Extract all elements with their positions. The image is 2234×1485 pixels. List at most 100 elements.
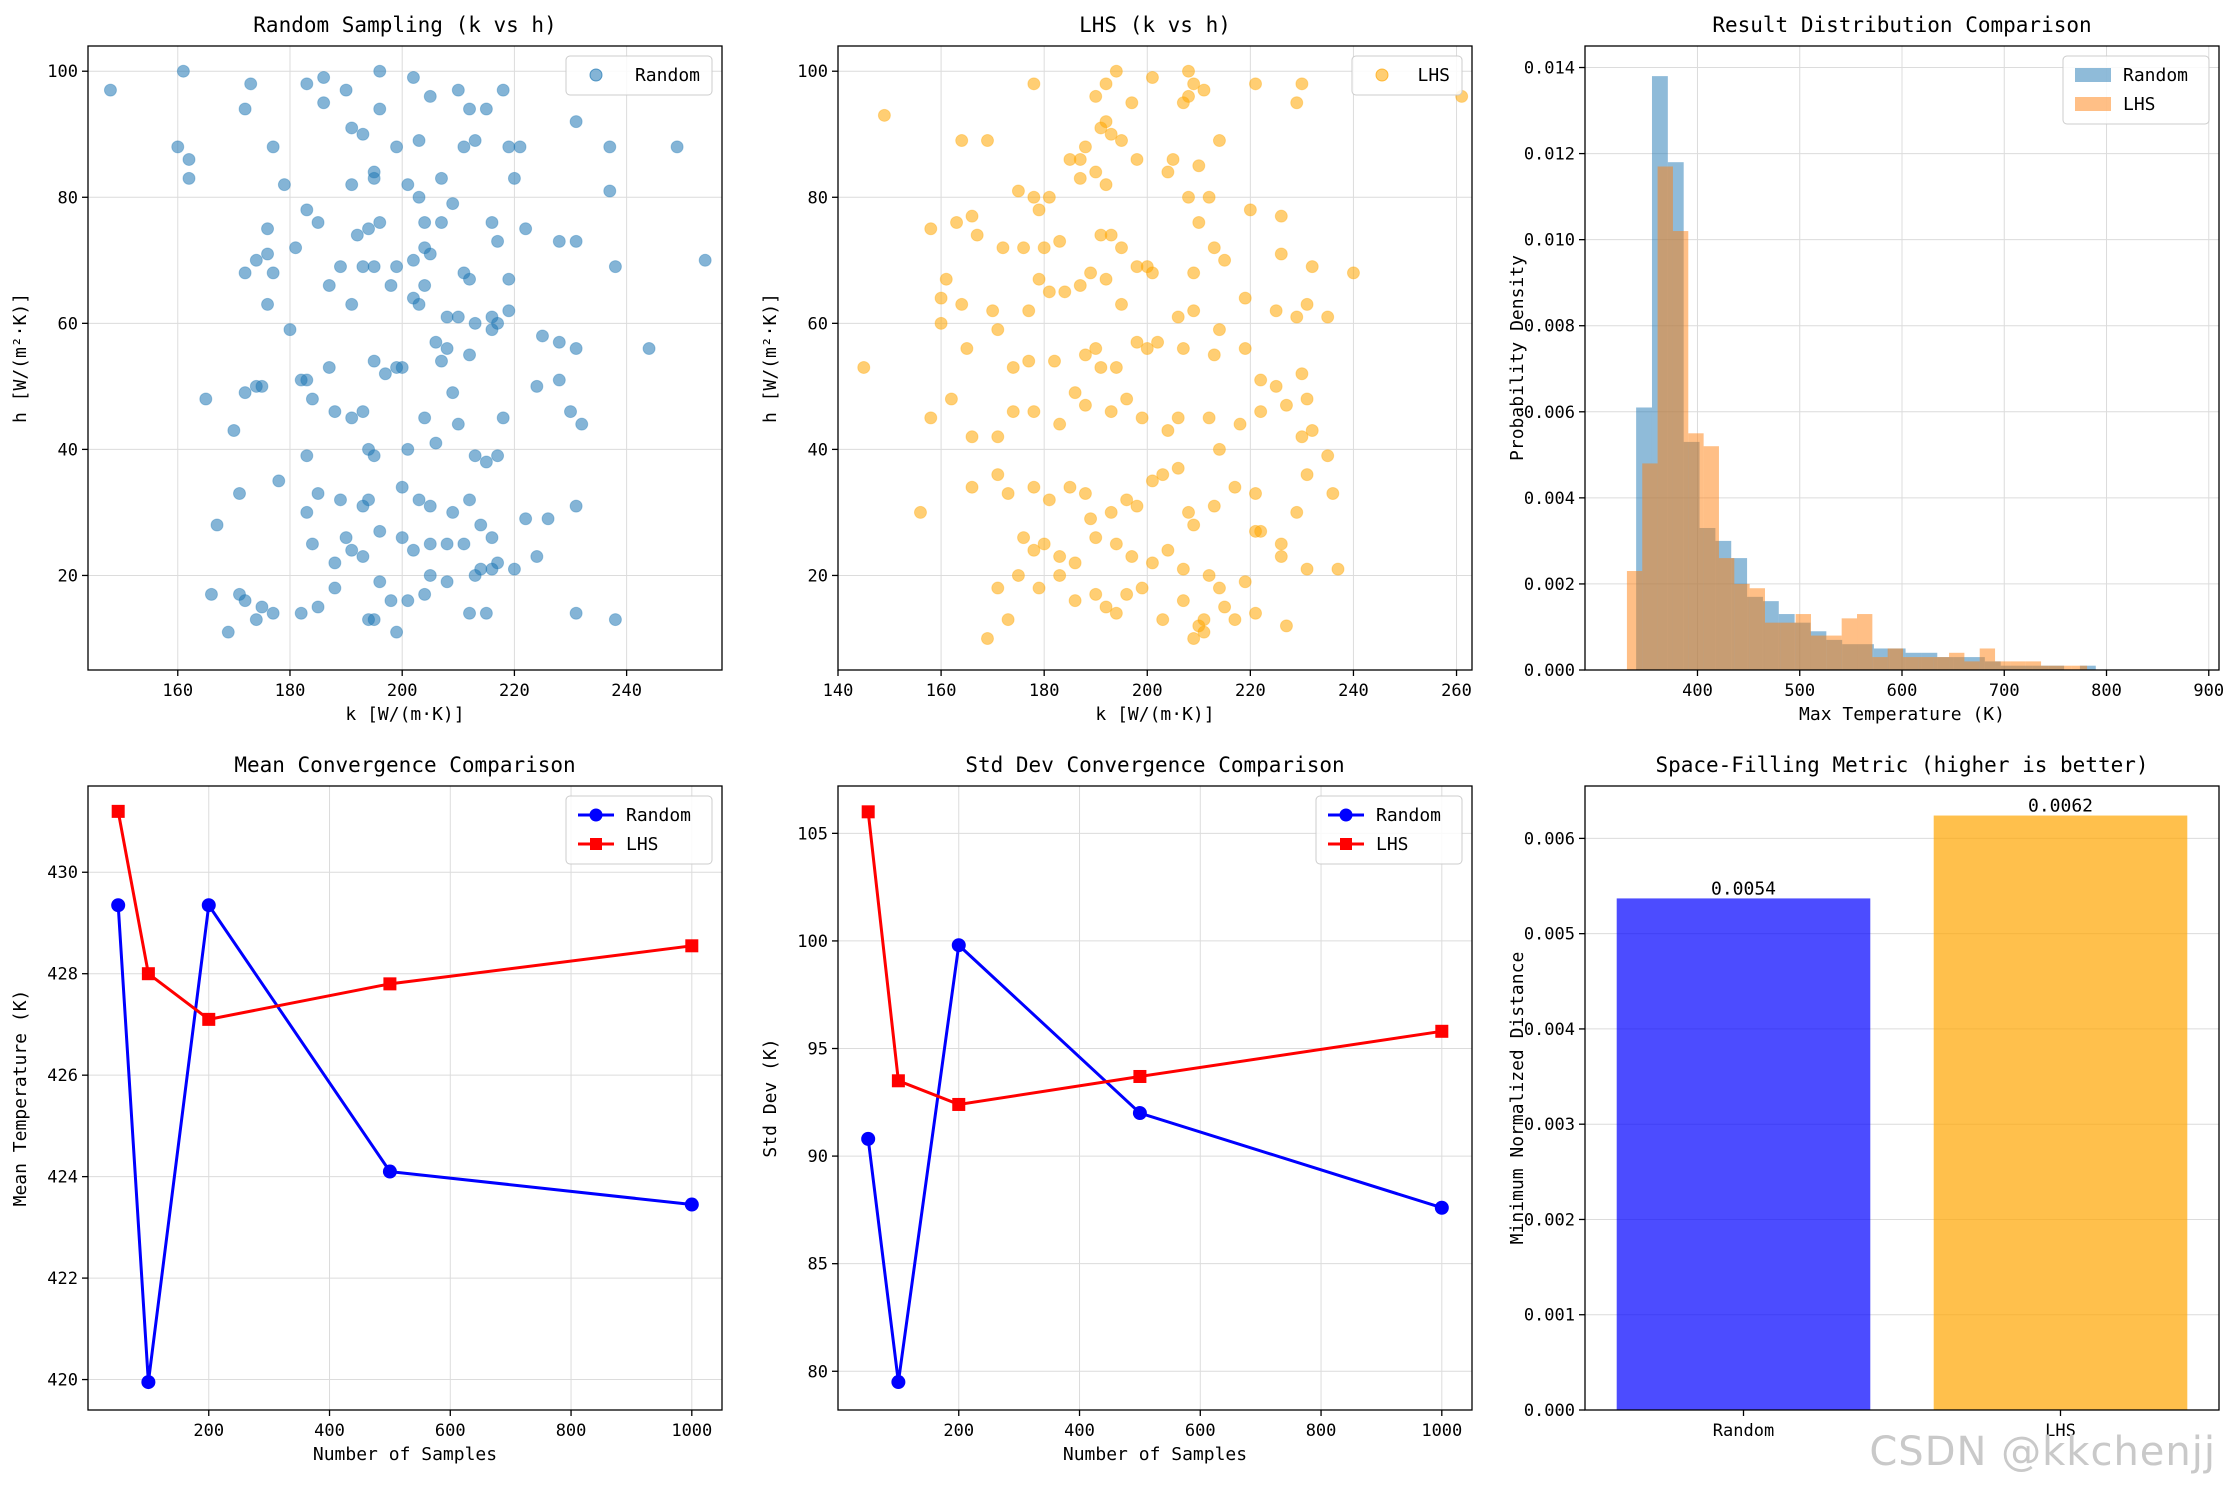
- scatter-point: [552, 373, 566, 387]
- scatter-point: [608, 260, 622, 274]
- scatter-point: [934, 291, 948, 305]
- scatter-point: [1176, 594, 1190, 608]
- scatter-point: [485, 323, 499, 337]
- scatter-point: [1202, 190, 1216, 204]
- scatter-point: [238, 594, 252, 608]
- line-series-lhs: [861, 805, 1449, 1111]
- scatter-point: [1027, 190, 1041, 204]
- scatter-point: [1295, 430, 1309, 444]
- hist-bar: [1810, 635, 1827, 670]
- scatter-point: [1176, 562, 1190, 576]
- y-tick-label: 0.006: [1524, 829, 1575, 849]
- scatter-point: [1114, 297, 1128, 311]
- scatter-point: [266, 140, 280, 154]
- x-axis-label: Number of Samples: [313, 1444, 497, 1465]
- scatter-point: [289, 241, 303, 255]
- scatter-point: [277, 178, 291, 192]
- hist-bar: [1933, 657, 1950, 670]
- data-point: [861, 805, 875, 819]
- hist-bar: [1626, 571, 1643, 670]
- scatter-point: [373, 575, 387, 589]
- y-tick-label: 90: [808, 1147, 828, 1167]
- scatter-point: [541, 512, 555, 526]
- scatter-point: [1006, 360, 1020, 374]
- scatter-point: [1269, 379, 1283, 393]
- y-tick-label: 0.004: [1524, 1020, 1575, 1040]
- scatter-point: [272, 474, 286, 488]
- scatter-point: [1125, 550, 1139, 564]
- scatter-point: [642, 342, 656, 356]
- ticks: 200 400 600 800 1000 80 85 90 95 100 105: [797, 824, 1462, 1441]
- scatter-point: [1202, 568, 1216, 582]
- scatter-point: [1161, 165, 1175, 179]
- scatter-point: [502, 304, 516, 318]
- scatter-point: [434, 171, 448, 185]
- scatter-point: [328, 556, 342, 570]
- scatter-point: [446, 505, 460, 519]
- hist-bar: [1918, 657, 1934, 670]
- scatter-point: [1120, 493, 1134, 507]
- scatter-point: [367, 260, 381, 274]
- scatter-point: [429, 436, 443, 450]
- hist-bar: [1857, 614, 1873, 670]
- scatter-point: [446, 197, 460, 211]
- scatter-point: [1078, 398, 1092, 412]
- scatter-point: [317, 96, 331, 110]
- scatter-point: [238, 102, 252, 116]
- y-tick-label: 0.005: [1524, 925, 1575, 945]
- legend-marker: [589, 68, 603, 82]
- scatter-point: [412, 190, 426, 204]
- scatter-point: [1084, 266, 1098, 280]
- scatter-point: [1305, 423, 1319, 437]
- scatter-point: [1321, 310, 1335, 324]
- scatter-point: [406, 71, 420, 85]
- scatter-point: [1114, 241, 1128, 255]
- hist-bar: [1887, 648, 1904, 670]
- scatter-point: [339, 83, 353, 97]
- scatter-point: [1114, 134, 1128, 148]
- hist-bar: [1964, 661, 1980, 670]
- x-tick-label: 400: [1064, 1421, 1095, 1441]
- ticks: 0.000 0.001 0.002 0.003 0.004 0.005 0.006: [1524, 829, 1585, 1421]
- scatter-point: [1037, 537, 1051, 551]
- scatter-point: [356, 260, 370, 274]
- scatter-point: [507, 171, 521, 185]
- scatter-point: [395, 360, 409, 374]
- legend-label: Random: [1376, 805, 1441, 826]
- scatter-point: [221, 625, 235, 639]
- scatter-point: [401, 594, 415, 608]
- scatter-point: [485, 215, 499, 229]
- scatter-point: [255, 379, 269, 393]
- scatter-point: [1104, 228, 1118, 242]
- scatter-point: [1290, 96, 1304, 110]
- scatter-point: [362, 222, 376, 236]
- x-tick-label: 220: [1235, 681, 1266, 701]
- scatter-point: [356, 550, 370, 564]
- scatter-point: [1156, 468, 1170, 482]
- scatter-point: [1187, 266, 1201, 280]
- chart-title: Space-Filling Metric (higher is better): [1655, 753, 2148, 777]
- scatter-point: [965, 430, 979, 444]
- data-point: [952, 1097, 966, 1111]
- scatter-point: [1104, 505, 1118, 519]
- scatter-point: [373, 524, 387, 538]
- scatter-point: [1068, 594, 1082, 608]
- y-tick-label: 430: [47, 863, 78, 883]
- scatter-point: [1249, 606, 1263, 620]
- scatter-point: [564, 405, 578, 419]
- scatter-point: [1130, 335, 1144, 349]
- scatter-point: [1145, 474, 1159, 488]
- scatter-point: [996, 241, 1010, 255]
- y-tick-label: 0.002: [1524, 1210, 1575, 1230]
- scatter-point: [451, 83, 465, 97]
- scatter-point: [1078, 348, 1092, 362]
- y-tick-label: 40: [58, 440, 78, 460]
- x-tick-label: 200: [193, 1421, 224, 1441]
- scatter-point: [1145, 556, 1159, 570]
- scatter-point: [1243, 203, 1257, 217]
- scatter-point: [1166, 152, 1180, 166]
- scatter-point: [1089, 587, 1103, 601]
- x-tick-label: 400: [314, 1421, 345, 1441]
- scatter-point: [569, 499, 583, 513]
